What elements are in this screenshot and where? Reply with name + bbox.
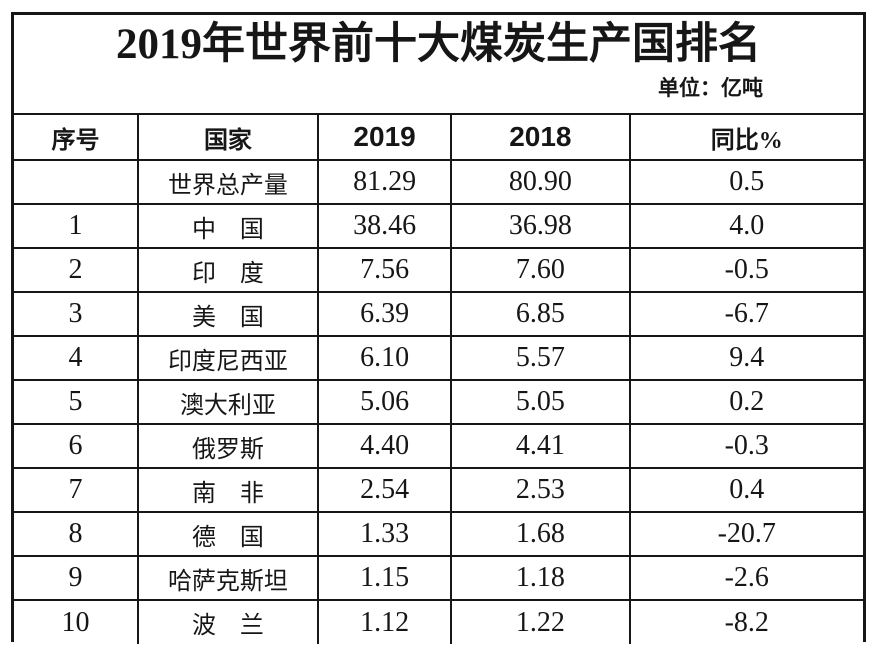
- value-2018-cell: 4.41: [450, 423, 631, 469]
- country-cell: 印 度: [136, 247, 319, 293]
- rank-cell: 6: [14, 423, 139, 469]
- table-row-germany: 8 德 国 1.33 1.68 -20.7: [14, 511, 863, 557]
- rank-cell: 7: [14, 467, 139, 513]
- yoy-cell: 4.0: [628, 203, 863, 249]
- table-row-poland: 10 波 兰 1.12 1.22 -8.2: [14, 599, 863, 644]
- yoy-cell: 9.4: [628, 335, 863, 381]
- value-2019-cell: 1.33: [316, 511, 453, 557]
- country-cell: 俄罗斯: [136, 423, 319, 469]
- country-cell: 印度尼西亚: [136, 335, 319, 381]
- yoy-cell: -20.7: [628, 511, 863, 557]
- rank-cell: 9: [14, 555, 139, 601]
- country-cell: 南 非: [136, 467, 319, 513]
- rank-cell: 3: [14, 291, 139, 337]
- col-header-rank: 序号: [14, 115, 139, 161]
- table-row-china: 1 中 国 38.46 36.98 4.0: [14, 203, 863, 249]
- value-2018-cell: 1.22: [450, 599, 631, 644]
- value-2019-cell: 38.46: [316, 203, 453, 249]
- header-row: 序号 国家 2019 2018 同比%: [14, 115, 863, 161]
- value-2018-cell: 5.57: [450, 335, 631, 381]
- rank-cell: 8: [14, 511, 139, 557]
- rank-cell: 5: [14, 379, 139, 425]
- table-row-usa: 3 美 国 6.39 6.85 -6.7: [14, 291, 863, 337]
- yoy-cell: -2.6: [628, 555, 863, 601]
- yoy-cell: 0.4: [628, 467, 863, 513]
- value-2018-cell: 1.68: [450, 511, 631, 557]
- col-header-yoy: 同比%: [628, 115, 863, 161]
- table-row-kazakhstan: 9 哈萨克斯坦 1.15 1.18 -2.6: [14, 555, 863, 601]
- yoy-cell: -0.3: [628, 423, 863, 469]
- value-2018-cell: 36.98: [450, 203, 631, 249]
- value-2019-cell: 81.29: [316, 159, 453, 205]
- col-header-country: 国家: [136, 115, 319, 161]
- coal-ranking-sheet: 2019年世界前十大煤炭生产国排名 单位：亿吨 序号 国家 2019 2018 …: [11, 12, 866, 644]
- value-2019-cell: 4.40: [316, 423, 453, 469]
- country-cell: 中 国: [136, 203, 319, 249]
- value-2018-cell: 80.90: [450, 159, 631, 205]
- yoy-cell: -0.5: [628, 247, 863, 293]
- value-2019-cell: 2.54: [316, 467, 453, 513]
- table-row-india: 2 印 度 7.56 7.60 -0.5: [14, 247, 863, 293]
- coal-ranking-table: 序号 国家 2019 2018 同比% 世界总产量 81.29 80.90 0.…: [14, 115, 863, 644]
- value-2018-cell: 2.53: [450, 467, 631, 513]
- country-cell: 美 国: [136, 291, 319, 337]
- value-2018-cell: 1.18: [450, 555, 631, 601]
- rank-cell: 1: [14, 203, 139, 249]
- yoy-cell: -6.7: [628, 291, 863, 337]
- table-row-indonesia: 4 印度尼西亚 6.10 5.57 9.4: [14, 335, 863, 381]
- table-row-south-africa: 7 南 非 2.54 2.53 0.4: [14, 467, 863, 513]
- table-row-world-total: 世界总产量 81.29 80.90 0.5: [14, 159, 863, 205]
- title-block: 2019年世界前十大煤炭生产国排名 单位：亿吨: [14, 15, 863, 115]
- col-header-2019: 2019: [316, 115, 453, 161]
- value-2019-cell: 6.10: [316, 335, 453, 381]
- country-cell: 澳大利亚: [136, 379, 319, 425]
- value-2019-cell: 5.06: [316, 379, 453, 425]
- table-row-russia: 6 俄罗斯 4.40 4.41 -0.3: [14, 423, 863, 469]
- unit-label: 单位：亿吨: [658, 75, 763, 100]
- country-cell: 哈萨克斯坦: [136, 555, 319, 601]
- yoy-cell: 0.2: [628, 379, 863, 425]
- value-2018-cell: 7.60: [450, 247, 631, 293]
- yoy-cell: 0.5: [628, 159, 863, 205]
- value-2019-cell: 7.56: [316, 247, 453, 293]
- value-2018-cell: 6.85: [450, 291, 631, 337]
- country-cell: 波 兰: [136, 599, 319, 644]
- col-header-2018: 2018: [450, 115, 631, 161]
- table-row-australia: 5 澳大利亚 5.06 5.05 0.2: [14, 379, 863, 425]
- value-2019-cell: 6.39: [316, 291, 453, 337]
- yoy-cell: -8.2: [628, 599, 863, 644]
- value-2019-cell: 1.15: [316, 555, 453, 601]
- rank-cell: [14, 159, 139, 205]
- country-cell: 德 国: [136, 511, 319, 557]
- value-2019-cell: 1.12: [316, 599, 453, 644]
- rank-cell: 2: [14, 247, 139, 293]
- value-2018-cell: 5.05: [450, 379, 631, 425]
- rank-cell: 4: [14, 335, 139, 381]
- country-cell: 世界总产量: [136, 159, 319, 205]
- rank-cell: 10: [14, 599, 139, 644]
- page-title: 2019年世界前十大煤炭生产国排名: [116, 21, 761, 68]
